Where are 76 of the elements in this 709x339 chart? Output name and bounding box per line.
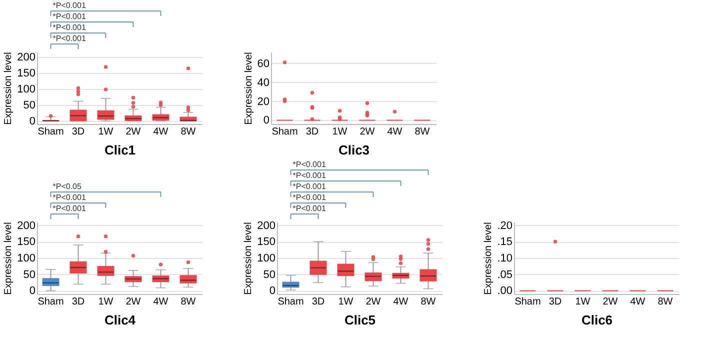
x-tick-label: 4W	[630, 296, 646, 308]
x-tick-label: 4W	[387, 126, 403, 138]
text: *P<0.001	[292, 182, 326, 191]
text: *P<0.001	[52, 204, 86, 213]
x-tick-label: 8W	[420, 296, 436, 308]
x-tick-label: 8W	[414, 126, 430, 138]
x-tick-label: 3D	[72, 126, 85, 138]
y-tick-label: 20	[257, 96, 270, 108]
y-tick-label: 100	[17, 252, 36, 264]
x-axis-title: Clic5	[344, 312, 376, 328]
y-axis-title: Expression level	[243, 222, 254, 295]
x-tick-label: 1W	[575, 296, 591, 308]
y-tick-label: 40	[257, 76, 270, 89]
y-tick-label: 200	[17, 51, 36, 64]
text: *P<0.001	[292, 204, 326, 213]
y-tick-label: 50	[263, 268, 276, 281]
y-tick-label: 150	[17, 67, 36, 80]
y-tick-label: 100	[257, 252, 276, 264]
x-tick-label: 2W	[366, 296, 382, 308]
x-tick-label: 3D	[306, 126, 319, 138]
x-tick-label: Sham	[514, 296, 541, 308]
y-tick-label: .10	[497, 252, 512, 264]
text: *P<0.05	[52, 182, 82, 191]
text: *P<0.001	[52, 34, 86, 43]
x-tick-label: 3D	[312, 296, 325, 308]
x-tick-label: Sham	[278, 296, 304, 308]
x-tick-label: Sham	[272, 126, 298, 138]
x-tick-label: 1W	[98, 296, 114, 308]
y-tick-label: 200	[17, 220, 36, 232]
x-tick-label: 2W	[126, 296, 142, 308]
y-tick-label: 0	[29, 115, 36, 128]
y-tick-label: 150	[17, 236, 36, 248]
text: *P<0.001	[52, 12, 86, 21]
y-tick-label: 0	[263, 114, 270, 127]
x-tick-label: 1W	[338, 296, 354, 308]
text: *P<0.001	[52, 23, 86, 32]
x-tick-label: 8W	[180, 126, 196, 138]
y-tick-label: 50	[23, 99, 36, 112]
x-tick-label: 8W	[658, 296, 674, 308]
x-tick-label: 2W	[360, 126, 376, 138]
y-tick-label: 200	[257, 220, 276, 232]
y-tick-label: 0	[29, 285, 36, 298]
text: *P<0.001	[292, 160, 326, 169]
x-tick-label: 4W	[153, 126, 169, 138]
x-tick-label: 4W	[153, 296, 169, 308]
y-axis-title: Expression level	[483, 222, 494, 295]
y-tick-label: 150	[257, 236, 276, 248]
x-tick-label: 3D	[72, 296, 85, 308]
x-tick-label: 1W	[332, 126, 348, 138]
x-tick-label: 2W	[602, 296, 618, 308]
x-tick-label: 8W	[180, 296, 196, 308]
x-axis-title: Clic4	[104, 312, 136, 328]
x-tick-label: 1W	[98, 126, 114, 138]
y-axis-title: Expression level	[3, 222, 14, 295]
x-tick-label: 3D	[548, 296, 562, 308]
y-axis-title: Expression level	[243, 52, 254, 125]
text: *P<0.001	[292, 171, 326, 180]
y-tick-label: .15	[497, 236, 512, 248]
x-axis-title: Clic3	[338, 142, 370, 158]
y-tick-label: 100	[17, 83, 36, 96]
y-tick-label: .00	[497, 285, 512, 298]
y-tick-label: .05	[497, 268, 512, 281]
x-axis-title: Clic1	[104, 142, 136, 158]
x-tick-label: 4W	[393, 296, 409, 308]
x-tick-label: Sham	[38, 126, 64, 138]
text: *P<0.001	[52, 193, 86, 202]
y-tick-label: 50	[23, 268, 36, 281]
text: *P<0.001	[292, 193, 326, 202]
text: *P<0.001	[52, 1, 86, 10]
x-tick-label: 2W	[126, 126, 142, 138]
y-tick-label: 0	[269, 285, 276, 298]
y-tick-label: .20	[497, 220, 512, 232]
y-tick-label: 60	[257, 58, 270, 70]
x-axis-title: Clic6	[581, 312, 613, 328]
x-tick-label: Sham	[38, 296, 64, 308]
y-axis-title: Expression level	[3, 52, 14, 125]
